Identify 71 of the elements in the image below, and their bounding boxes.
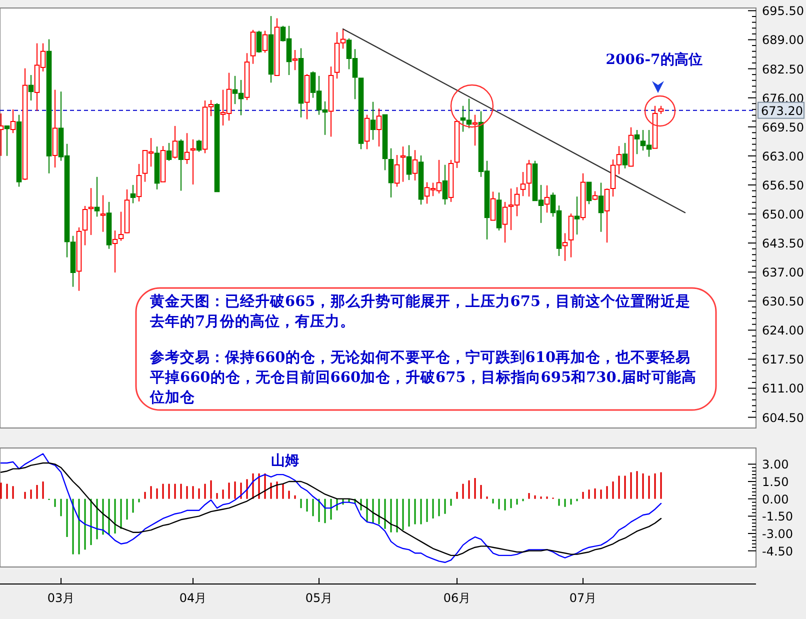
y-tick-label: 643.50 <box>762 236 804 251</box>
candlestick <box>130 184 136 204</box>
annotation: 黄金天图：已经升破665，那么升势可能展开，上压力675，目前这个位置附近是去年的7月份的高位，有压力。 <box>150 292 692 332</box>
candlestick <box>94 176 100 218</box>
candlestick <box>262 30 268 54</box>
y-tick-label: -1.50 <box>762 510 794 524</box>
y-tick-label: 0.00 <box>762 492 789 506</box>
chart-title: 山姆 <box>271 453 299 469</box>
candlestick <box>250 29 256 64</box>
y-tick-label: -4.50 <box>762 544 794 558</box>
candlestick <box>562 232 568 262</box>
y-tick-label: 656.50 <box>762 178 804 192</box>
candlestick <box>190 138 196 185</box>
candlestick <box>100 194 106 232</box>
candlestick <box>526 159 532 198</box>
candlestick <box>586 182 592 205</box>
candlestick <box>394 154 400 188</box>
x-tick-label: 03月 <box>47 591 75 605</box>
candlestick <box>184 132 190 164</box>
x-tick-label: 04月 <box>179 591 207 605</box>
candlestick <box>412 150 418 181</box>
candlestick <box>388 148 394 198</box>
y-tick-label: 695.50 <box>762 4 804 18</box>
candlestick <box>172 125 178 160</box>
candlestick <box>604 188 610 244</box>
candlestick <box>196 139 202 152</box>
candlestick <box>10 108 16 134</box>
y-tick-label: 611.00 <box>762 382 804 396</box>
candlestick <box>442 164 448 206</box>
y-tick-label: 624.00 <box>762 324 804 338</box>
y-tick-label: 682.50 <box>762 62 804 76</box>
candlestick <box>520 171 526 197</box>
candlestick <box>574 196 580 236</box>
candlestick <box>376 108 382 148</box>
x-tick-label: 06月 <box>443 591 471 605</box>
y-tick-label: 663.00 <box>762 149 804 164</box>
y-tick-label: 3.00 <box>762 458 789 472</box>
x-tick-label: 05月 <box>305 591 333 605</box>
candlestick <box>292 50 298 71</box>
candlestick <box>82 205 88 246</box>
annotation: 参考交易：保持660的仓，无论如何不要平仓，宁可跌到610再加仓，也不要轻易平掉660的仓，无仓目前回660加仓，升破675，目标指向695和730.届时可能高位加仓 <box>150 348 698 408</box>
candlestick <box>568 213 574 258</box>
y-tick-label: 604.50 <box>762 410 804 425</box>
candlestick <box>166 142 172 162</box>
y-tick-label: 689.00 <box>762 33 804 48</box>
y-tick-label: 630.50 <box>762 294 804 309</box>
candlestick <box>364 114 370 150</box>
candlestick <box>136 163 142 202</box>
candlestick <box>502 201 508 244</box>
y-tick-label: -3.00 <box>762 526 794 541</box>
candlestick <box>622 142 628 169</box>
y-tick-label: 637.00 <box>762 266 804 280</box>
y-tick-label: 669.50 <box>762 120 804 134</box>
candlestick <box>370 101 376 140</box>
candlestick <box>118 211 124 242</box>
candlestick <box>490 191 496 221</box>
candlestick <box>544 184 550 214</box>
candlestick <box>406 144 412 181</box>
y-tick-label: 1.50 <box>762 475 789 490</box>
x-tick-label: 07月 <box>569 591 597 605</box>
candlestick <box>112 230 118 274</box>
candlestick <box>598 182 604 232</box>
y-tick-label: 650.00 <box>762 207 804 222</box>
candlestick <box>4 125 10 156</box>
candlestick <box>634 129 640 155</box>
candlestick <box>28 74 34 101</box>
candlestick <box>178 138 184 192</box>
annotation: 2006-7的高位 <box>606 51 702 68</box>
ref-line-label: 673.20 <box>761 104 803 118</box>
y-tick-label: 617.50 <box>762 352 804 367</box>
candlestick <box>256 30 262 54</box>
